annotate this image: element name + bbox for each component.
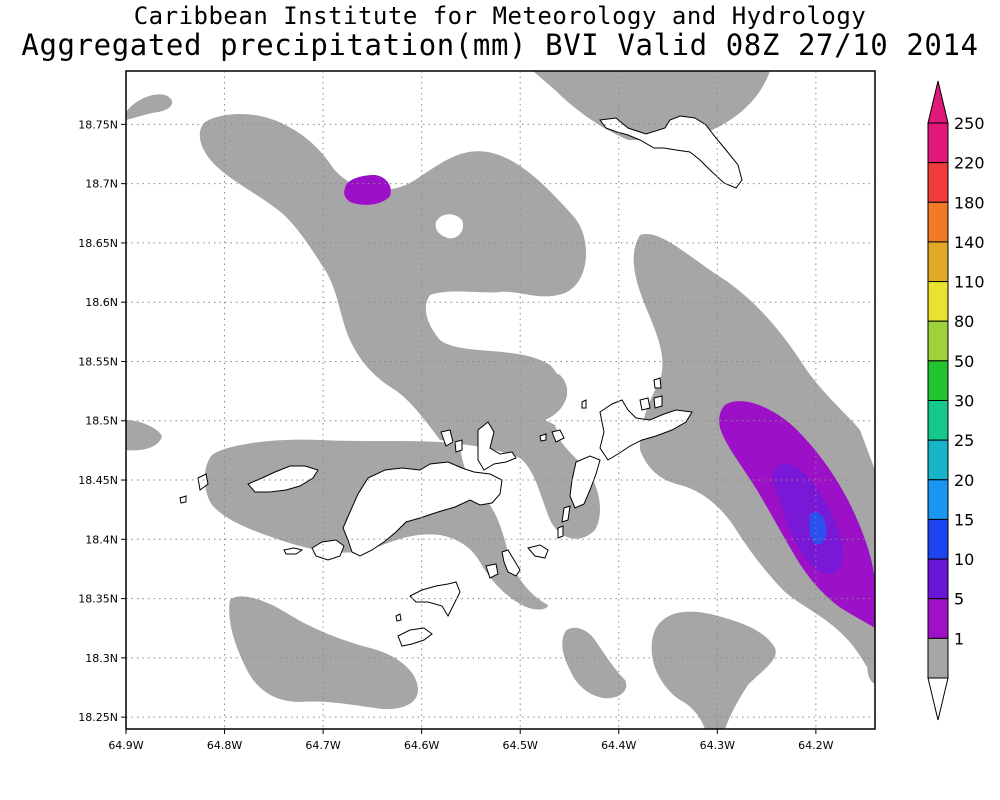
colorbar-label: 25 [954, 431, 974, 450]
y-tick-label: 18.35N [78, 593, 118, 606]
x-tick-label: 64.7W [305, 739, 340, 752]
island-jost-van-dyke [247, 465, 319, 493]
colorbar-swatch [927, 598, 949, 639]
island-sandy-cay [179, 495, 187, 504]
colorbar-label: 5 [954, 590, 964, 609]
island-beef-island [440, 429, 454, 447]
colorbar-label: 180 [954, 193, 985, 212]
island-pelican [395, 613, 402, 622]
colorbar-label: 110 [954, 273, 985, 292]
colorbar-swatch [927, 518, 949, 560]
y-tick-label: 18.55N [78, 355, 118, 368]
y-tick-label: 18.7N [85, 178, 118, 191]
island-mosquito [653, 395, 663, 409]
colorbar-label: 20 [954, 471, 974, 490]
colorbar-label: 140 [954, 233, 985, 252]
longitude-axis: 64.9W 64.8W 64.7W 64.6W 64.5W 64.4W 64.3W 64.2W [108, 729, 834, 752]
x-tick-label: 64.4W [601, 739, 636, 752]
y-tick-label: 18.75N [78, 118, 118, 131]
island-great-camanoe [581, 399, 587, 409]
x-tick-label: 64.5W [503, 739, 538, 752]
colorbar-swatch [927, 122, 949, 164]
rain-area-northwest-peak [344, 175, 391, 205]
colorbar-swatch [927, 558, 949, 600]
island-scrub [551, 429, 565, 443]
y-tick-label: 18.65N [78, 237, 118, 250]
colorbar-label: 1 [954, 629, 964, 648]
latitude-axis: 18.25N 18.3N 18.35N 18.4N 18.45N 18.5N 18.55N 1… [78, 118, 126, 724]
colorbar-swatch [927, 400, 949, 441]
colorbar-swatch [927, 360, 949, 402]
y-tick-label: 18.45N [78, 474, 118, 487]
colorbar-label: 50 [954, 352, 974, 371]
island-marina-cay [454, 439, 463, 453]
rain-area-southwest [229, 596, 418, 710]
colorbar-swatch [927, 320, 949, 362]
colorbar-swatch [927, 637, 949, 679]
colorbar-top-arrow [927, 80, 949, 124]
map-gridlines [126, 71, 875, 729]
x-tick-label: 64.6W [404, 739, 439, 752]
y-tick-label: 18.5N [85, 415, 118, 428]
y-tick-label: 18.4N [85, 533, 118, 546]
colorbar-swatch [927, 201, 949, 243]
island-virgin-gorda-north [599, 399, 693, 461]
island-tortola-west [311, 539, 345, 561]
island-little-jost [197, 473, 209, 491]
colorbar-label: 250 [954, 114, 985, 133]
island-fallen-jerusalem [557, 525, 564, 539]
rain-area-far-northwest [126, 94, 173, 120]
chart-subtitle: Aggregated precipitation(mm) BVI Valid 0… [21, 28, 979, 62]
colorbar-swatch [927, 162, 949, 203]
colorbar-label: 80 [954, 312, 974, 331]
x-tick-label: 64.8W [207, 739, 242, 752]
colorbar-label: 220 [954, 154, 985, 173]
y-tick-label: 18.25N [78, 711, 118, 724]
y-tick-label: 18.6N [85, 296, 118, 309]
colorbar-swatch [927, 241, 949, 283]
island-dog-islands [539, 433, 547, 442]
colorbar-label: 10 [954, 550, 974, 569]
island-tortola [342, 461, 503, 557]
colorbar-swatch [927, 439, 949, 481]
island-cooper [501, 549, 521, 577]
precipitation-shading [126, 71, 875, 729]
precipitation-colorbar: 250 220 180 140 110 80 50 30 25 20 15 10 5 1 [927, 80, 985, 721]
y-tick-label: 18.3N [85, 652, 118, 665]
island-prickly-pear [653, 377, 662, 389]
rain-area-far-west [126, 420, 162, 451]
chart-title: Caribbean Institute for Meteorology and … [133, 2, 867, 30]
colorbar-bottom-arrow [927, 677, 949, 721]
x-tick-label: 64.9W [108, 739, 143, 752]
island-great-thatch [283, 547, 304, 555]
island-ginger [485, 563, 499, 579]
island-salt-island [527, 544, 549, 559]
map-frame [125, 70, 876, 730]
rain-area-east-peak [809, 512, 827, 545]
rain-area-southeast [651, 611, 875, 729]
island-virgin-gorda-south [569, 455, 601, 509]
colorbar-swatch [927, 281, 949, 322]
colorbar-swatch [927, 479, 949, 520]
island-necker [639, 397, 651, 411]
island-anegada [599, 115, 743, 189]
island-norman [397, 627, 433, 647]
rain-area-south [562, 627, 627, 699]
x-tick-label: 64.3W [700, 739, 735, 752]
island-virgin-gorda-tip [561, 505, 571, 523]
colorbar-label: 30 [954, 392, 974, 411]
island-guana [477, 421, 517, 471]
colorbar-label: 15 [954, 510, 974, 529]
x-tick-label: 64.2W [798, 739, 833, 752]
rain-area-east-heavy [772, 463, 843, 575]
